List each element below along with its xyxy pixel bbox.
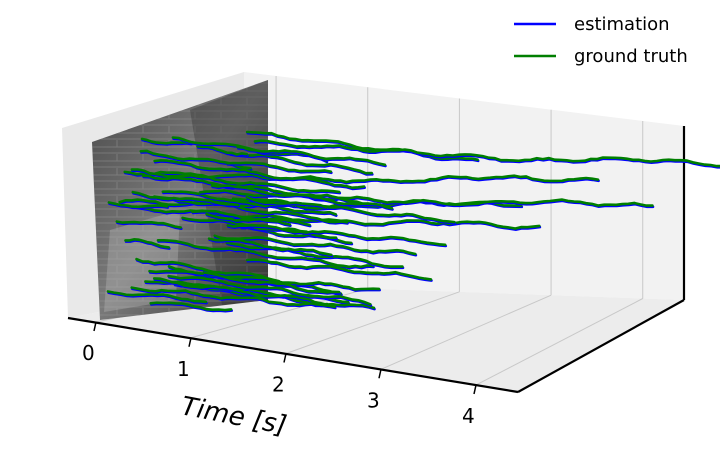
track-ground-truth (226, 161, 333, 173)
track-ground-truth (107, 201, 169, 209)
track-ground-truth (140, 137, 193, 145)
track-ground-truth (124, 237, 170, 249)
track-ground-truth (123, 170, 600, 184)
track-ground-truth (253, 139, 720, 168)
track-ground-truth (156, 239, 375, 269)
track-ground-truth (225, 241, 404, 268)
track-ground-truth (227, 151, 373, 175)
track-ground-truth (236, 145, 387, 167)
legend: estimation ground truth (514, 14, 688, 67)
track-ground-truth (202, 271, 341, 294)
track-ground-truth (205, 212, 292, 226)
track-ground-truth (115, 220, 182, 229)
track-ground-truth (245, 258, 433, 281)
track-ground-truth (141, 174, 370, 205)
x-tick-mark (283, 353, 287, 363)
track-ground-truth (213, 234, 417, 256)
track-ground-truth (153, 158, 366, 190)
legend-label-estimation: estimation (574, 14, 670, 35)
track-ground-truth (152, 277, 376, 310)
track-ground-truth (130, 168, 341, 194)
x-tick-mark (93, 321, 97, 332)
track-ground-truth (245, 195, 328, 209)
x-axis-title: Time [s] (179, 391, 289, 441)
x-tick-label: 4 (462, 404, 475, 428)
track-ground-truth (135, 257, 281, 283)
track-ground-truth (231, 197, 456, 224)
track-ground-truth (245, 130, 479, 161)
feature-tracks (106, 130, 720, 313)
back-pane (244, 72, 684, 300)
grid-line-floor (380, 294, 552, 370)
legend-label-ground-truth: ground truth (574, 46, 688, 67)
x-tick-label: 2 (272, 373, 285, 397)
x-tick-mark (378, 369, 382, 379)
track-ground-truth (167, 274, 372, 306)
x-axis-ticks: 0 1 2 3 4 (82, 321, 477, 428)
track-ground-truth (210, 184, 394, 210)
track-ground-truth (148, 269, 381, 291)
track-ground-truth (207, 237, 333, 257)
x-tick-label: 0 (82, 341, 95, 365)
track-ground-truth (149, 301, 233, 312)
axes (67, 126, 686, 394)
x-tick-mark (188, 337, 192, 347)
track-ground-truth (131, 190, 240, 207)
x-tick-label: 1 (177, 357, 190, 381)
x-tick-label: 3 (367, 388, 380, 412)
track-ground-truth (226, 223, 447, 247)
track-ground-truth (196, 145, 248, 156)
grid-line-floor (475, 298, 643, 386)
track-ground-truth (106, 290, 208, 304)
x-tick-mark (473, 384, 477, 395)
grid-line-floor (285, 291, 460, 354)
track-ground-truth (130, 286, 336, 309)
